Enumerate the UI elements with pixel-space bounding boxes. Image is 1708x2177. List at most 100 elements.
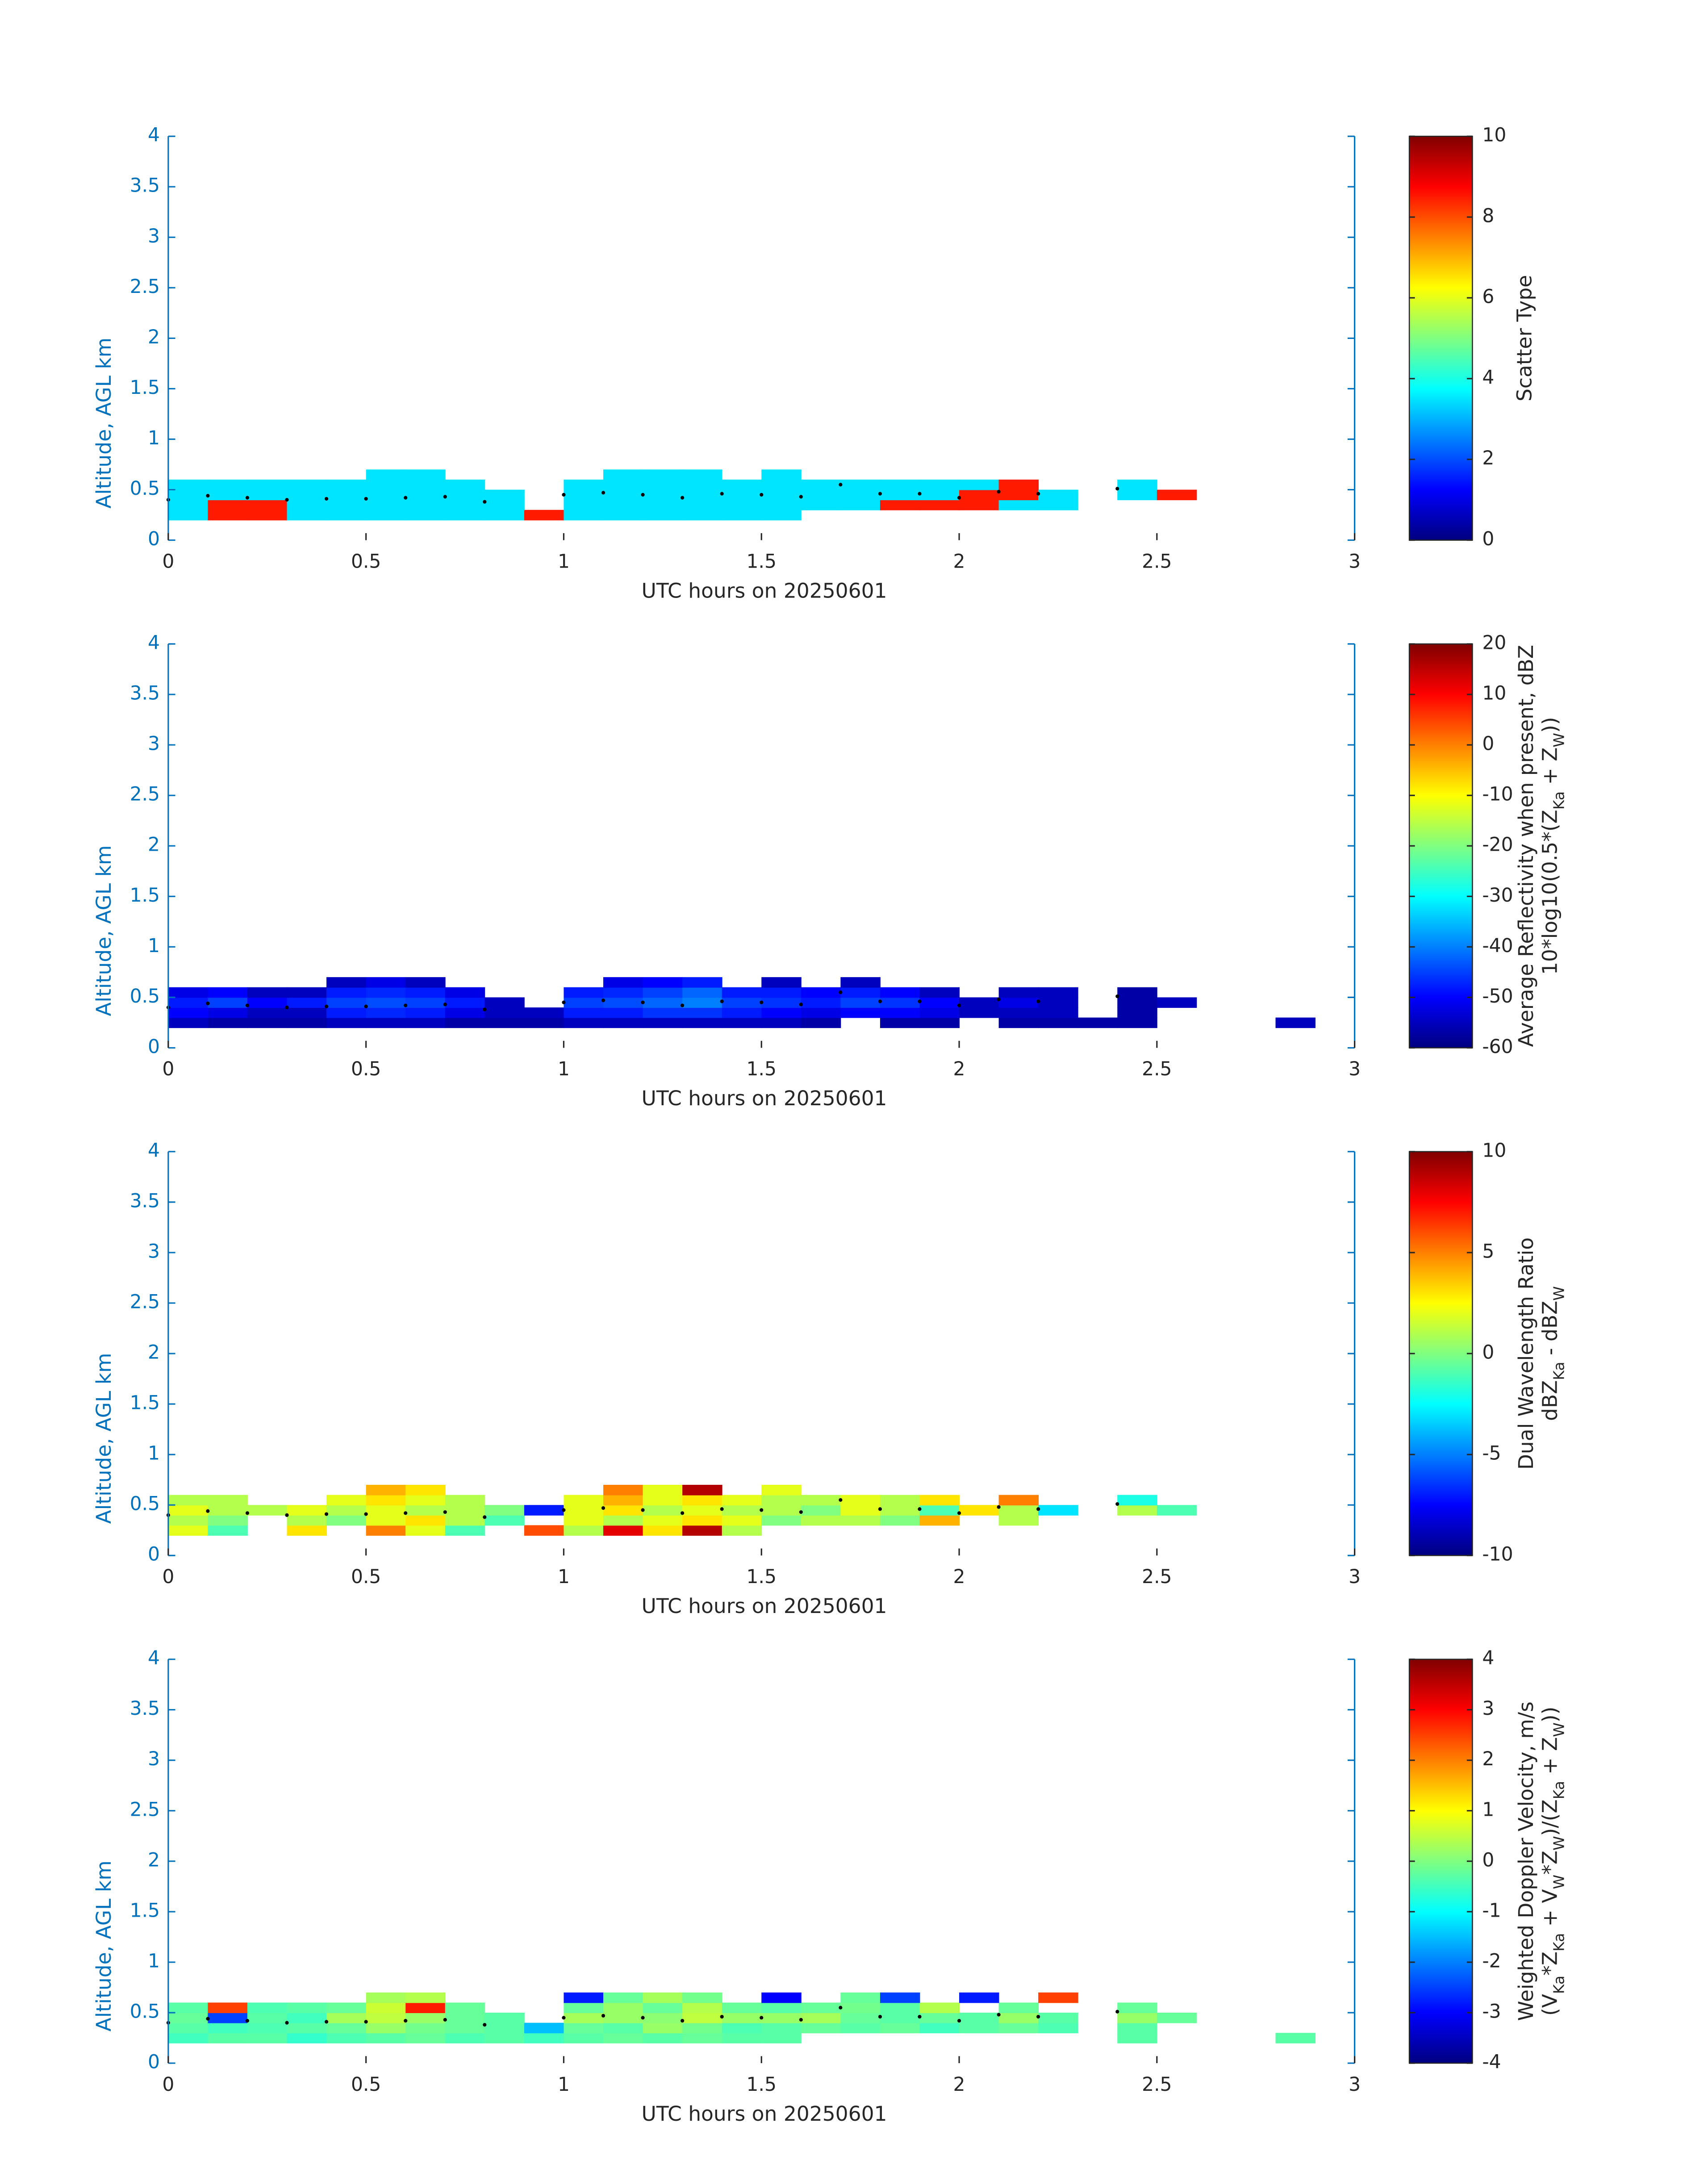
- heatmap-cell: [564, 2013, 604, 2023]
- heatmap-cell: [445, 1017, 485, 1028]
- colorbar-label-part: (V: [1538, 1994, 1562, 2016]
- y-axis-label: Altitude, AGL km: [92, 338, 116, 509]
- heatmap-cell: [801, 2013, 841, 2023]
- heatmap-cell: [208, 2013, 248, 2023]
- x-tick-label: 1.5: [747, 2073, 777, 2095]
- heatmap-cell: [405, 1505, 446, 1516]
- colorbar-label-part: dBZ: [1538, 1380, 1562, 1421]
- heatmap-cell: [1117, 2002, 1157, 2013]
- heatmap-cell: [603, 1505, 643, 1516]
- heatmap-cell: [247, 1007, 288, 1018]
- heatmap-cell: [326, 1495, 367, 1506]
- x-tick-label: 0.5: [351, 550, 381, 572]
- y-tick-label: 0: [148, 2051, 160, 2073]
- y-tick-label: 0.5: [130, 1493, 160, 1515]
- dot: [957, 2019, 961, 2023]
- heatmap-cell: [484, 1515, 525, 1526]
- x-tick-label: 2.5: [1142, 2073, 1172, 2095]
- heatmap-cell: [682, 1525, 722, 1536]
- dot: [245, 2019, 250, 2023]
- heatmap-cell: [840, 977, 881, 988]
- x-tick-label: 1: [558, 1566, 570, 1588]
- heatmap-cell: [722, 1017, 762, 1028]
- x-tick-label: 0: [162, 1566, 174, 1588]
- colorbar-tick-label: 1: [1482, 1798, 1494, 1820]
- colorbar-tick-label: 0: [1482, 733, 1494, 755]
- heatmap-cell: [287, 2013, 327, 2023]
- dot: [1036, 999, 1040, 1003]
- heatmap-cell: [722, 2022, 762, 2034]
- y-tick-label: 3.5: [130, 1697, 160, 1719]
- colorbar-label-subscript: W: [1550, 1875, 1567, 1889]
- heatmap-cell: [761, 977, 802, 988]
- heatmap-cell: [840, 1505, 881, 1516]
- heatmap-cell: [1038, 2013, 1078, 2023]
- heatmap-cell: [998, 2013, 1039, 2023]
- colorbar-tick-label: 8: [1482, 205, 1494, 227]
- heatmap-cell: [998, 1505, 1039, 1516]
- heatmap-cell: [1117, 2033, 1157, 2043]
- colorbar: [1408, 1659, 1473, 2064]
- dot: [839, 990, 843, 994]
- heatmap-cell: [366, 1525, 406, 1536]
- colorbar-tick-label: -10: [1482, 783, 1513, 805]
- heatmap-cell: [287, 489, 327, 501]
- y-tick-label: 4: [148, 631, 160, 653]
- heatmap-cell: [287, 510, 327, 521]
- heatmap-cell: [564, 2033, 604, 2043]
- dot: [839, 483, 843, 487]
- heatmap-cell: [247, 510, 288, 521]
- heatmap-cell: [761, 987, 802, 998]
- heatmap-cell: [919, 1505, 960, 1516]
- heatmap-cell: [208, 1495, 248, 1506]
- x-tick-label: 2.5: [1142, 1058, 1172, 1080]
- y-tick-label: 0: [148, 1036, 160, 1057]
- colorbar-tick-label: -40: [1482, 935, 1513, 957]
- dot: [641, 2016, 645, 2020]
- heatmap-cell: [603, 2033, 643, 2043]
- heatmap-cell: [643, 987, 683, 998]
- heatmap-cell: [959, 997, 999, 1008]
- colorbar-tick-label: -1: [1482, 1899, 1501, 1921]
- heatmap-cell: [801, 500, 841, 510]
- heatmap-cell: [643, 1525, 683, 1536]
- dot: [720, 1507, 724, 1511]
- dot: [443, 495, 447, 499]
- heatmap-cell: [603, 510, 643, 521]
- heatmap-cell: [1038, 1505, 1078, 1516]
- x-tick-label: 1: [558, 1058, 570, 1080]
- heatmap-cell: [761, 1495, 802, 1506]
- dot: [562, 2016, 566, 2020]
- colorbar-label: (VKa*ZKa + VW*ZW)/(ZKa + ZW)): [1538, 1707, 1567, 2016]
- heatmap-cell: [564, 1992, 604, 2003]
- heatmap-cell: [603, 2022, 643, 2034]
- heatmap-cell: [801, 1515, 841, 1526]
- heatmap-cell: [484, 1007, 525, 1018]
- heatmap-cell: [603, 1515, 643, 1526]
- heatmap-cell: [564, 1515, 604, 1526]
- dot: [285, 1005, 289, 1010]
- heatmap-cell: [761, 1484, 802, 1496]
- dot: [997, 2013, 1001, 2017]
- heatmap-cell: [840, 479, 881, 490]
- heatmap-cell: [682, 1007, 722, 1018]
- colorbar-tick-label: 20: [1482, 631, 1506, 653]
- heatmap-cell: [247, 987, 288, 998]
- heatmap-cell: [919, 2022, 960, 2034]
- heatmap-cell: [919, 987, 960, 998]
- heatmap-cell: [840, 997, 881, 1008]
- heatmap-cell: [326, 1505, 367, 1516]
- heatmap-cell: [208, 2002, 248, 2013]
- heatmap-cell: [880, 2002, 920, 2013]
- dot: [443, 1003, 447, 1007]
- heatmap-cell: [445, 2013, 485, 2023]
- dot: [997, 489, 1001, 494]
- heatmap-cell: [603, 1017, 643, 1028]
- colorbar-tick-label: 10: [1482, 1139, 1506, 1161]
- heatmap-cell: [959, 500, 999, 510]
- dot: [641, 1508, 645, 1512]
- y-tick-label: 1.5: [130, 1899, 160, 1921]
- dot: [325, 1004, 329, 1008]
- heatmap-cell: [405, 479, 446, 490]
- heatmap-cell: [564, 510, 604, 521]
